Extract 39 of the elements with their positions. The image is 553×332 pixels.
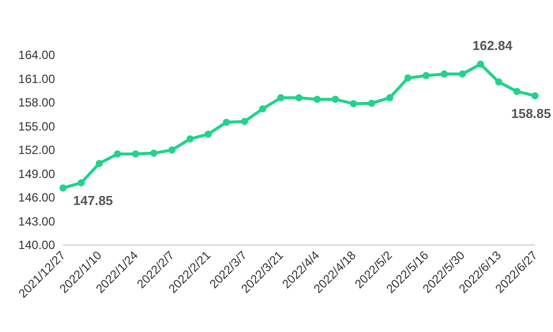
point	[114, 150, 122, 158]
y-tick-label: 146.00	[18, 190, 56, 205]
y-tick-label: 143.00	[18, 214, 56, 228]
point	[295, 94, 303, 102]
point	[386, 94, 394, 102]
point	[222, 118, 230, 126]
point	[259, 105, 266, 112]
point	[458, 70, 466, 78]
point	[422, 72, 430, 80]
point	[314, 96, 321, 103]
point	[404, 74, 412, 82]
point	[350, 100, 358, 108]
point	[96, 160, 103, 168]
point	[368, 100, 376, 107]
y-tick-label: 149.00	[18, 166, 56, 181]
point	[531, 92, 539, 100]
y-tick-label: 158.00	[18, 96, 56, 110]
point	[132, 150, 140, 158]
y-tick-label: 140.00	[18, 238, 56, 252]
point	[495, 78, 502, 86]
point	[513, 88, 520, 95]
annotation: 162.84	[472, 38, 514, 54]
y-tick-label: 152.00	[18, 143, 56, 158]
point	[59, 184, 67, 192]
point	[277, 94, 284, 102]
point	[78, 179, 85, 186]
y-tick-label: 161.00	[18, 72, 56, 86]
annotation: 147.85	[73, 192, 113, 208]
point	[204, 130, 212, 138]
y-tick-label: 164.00	[18, 48, 56, 62]
y-tick-label: 155.00	[18, 119, 56, 134]
point	[440, 70, 448, 78]
point	[476, 60, 484, 68]
point	[186, 135, 194, 142]
annotation: 158.85	[511, 106, 551, 121]
point	[150, 150, 158, 157]
point	[240, 118, 248, 126]
point	[168, 146, 176, 154]
point	[332, 96, 339, 103]
